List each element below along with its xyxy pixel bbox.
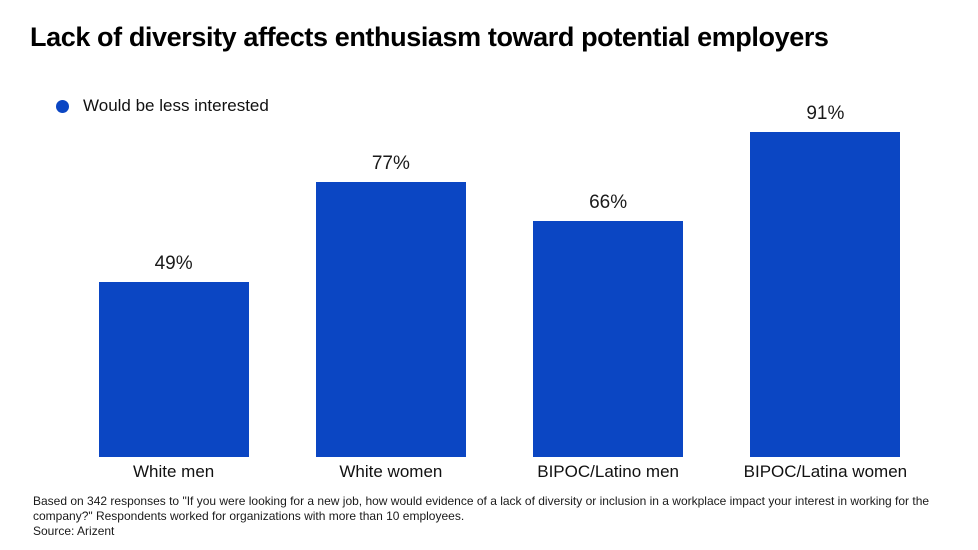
bar-category-label: White women <box>339 462 443 481</box>
source-text: Source: Arizent <box>33 524 115 538</box>
bar-group: 49% White men <box>65 100 282 481</box>
legend: Would be less interested <box>56 96 269 116</box>
legend-dot-icon <box>56 99 69 113</box>
bar <box>533 221 684 457</box>
bar <box>98 282 249 457</box>
bar-value-label: 77% <box>371 153 410 175</box>
footnote-text: Based on 342 responses to "If you were l… <box>33 494 930 523</box>
bar <box>750 132 901 457</box>
bar-category-label: BIPOC/Latina women <box>743 462 908 481</box>
page-title: Lack of diversity affects enthusiasm tow… <box>30 22 829 52</box>
bar-group: 91% BIPOC/Latina women <box>717 100 934 481</box>
footnote: Based on 342 responses to "If you were l… <box>33 494 948 539</box>
bar-group: 66% BIPOC/Latino men <box>500 100 717 481</box>
bar-value-label: 91% <box>806 103 845 125</box>
bar <box>315 182 466 457</box>
bar-category-label: White men <box>133 462 215 481</box>
bar-category-label: BIPOC/Latino men <box>537 462 679 481</box>
bar-value-label: 49% <box>154 253 193 275</box>
legend-label: Would be less interested <box>83 96 269 115</box>
bar-group: 77% White women <box>282 100 499 481</box>
bar-value-label: 66% <box>589 192 628 214</box>
bar-chart: 49% White men 77% White women 66% BIPOC/… <box>65 100 934 481</box>
